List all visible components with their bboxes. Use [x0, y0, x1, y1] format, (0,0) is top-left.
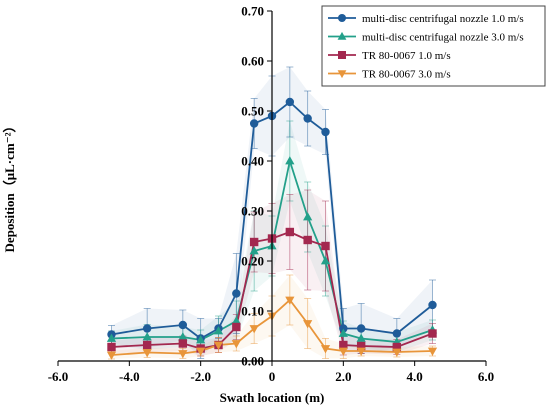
legend-box	[321, 5, 546, 87]
x-tick-label: -6.0	[48, 369, 69, 384]
y-tick-label: 0.70	[241, 4, 264, 19]
data-point	[285, 227, 295, 237]
y-tick-label: 0.60	[241, 54, 264, 69]
data-point	[142, 349, 152, 358]
data-point	[249, 119, 259, 128]
data-point	[285, 296, 295, 305]
data-point	[107, 342, 116, 352]
data-point	[338, 14, 346, 22]
data-point	[178, 332, 188, 341]
data-point	[213, 341, 224, 350]
data-point	[285, 97, 295, 107]
data-point	[428, 300, 437, 310]
data-point	[196, 347, 206, 356]
data-point	[338, 347, 348, 356]
data-point	[231, 316, 241, 325]
data-point	[321, 127, 330, 137]
y-axis-label: Deposition（μL·cm⁻²）	[2, 120, 17, 253]
data-point	[249, 237, 259, 247]
series-markers	[106, 97, 438, 360]
data-point	[231, 340, 241, 349]
data-point	[142, 340, 152, 350]
data-point	[142, 332, 152, 341]
data-point	[285, 156, 295, 165]
data-point	[213, 326, 224, 335]
x-tick-label: -4.0	[119, 369, 140, 384]
data-point	[428, 329, 437, 338]
y-tick-label: 0.00	[241, 354, 264, 369]
x-tick-label: 2.0	[335, 369, 351, 384]
y-tick-label: 0.20	[241, 254, 264, 269]
data-point	[232, 289, 241, 298]
data-point	[303, 114, 312, 123]
data-point	[337, 70, 347, 79]
legend-label: TR 80-0067 3.0 m/s	[362, 69, 451, 81]
data-point	[356, 341, 366, 351]
x-axis-label: Swath location (m)	[220, 390, 325, 405]
x-tick-label: -2.0	[190, 369, 211, 384]
y-tick-label: 0.30	[241, 204, 264, 219]
data-point	[339, 340, 348, 350]
data-point	[392, 348, 402, 357]
data-point	[142, 324, 152, 333]
data-point	[178, 339, 188, 348]
ticks: -6.0 -4.0 -2.0 0 2.0 4.0 6.0 0.00 0.10 0.20 0.30 0.…	[48, 4, 494, 385]
data-point	[196, 335, 206, 344]
data-point	[337, 31, 347, 40]
x-tick-label: 0	[269, 369, 276, 384]
x-tick-label: 4.0	[407, 369, 423, 384]
legend: multi-disc centrifugal nozzle 1.0 m/s mul…	[321, 5, 546, 87]
y-tick-label: 0.50	[241, 104, 264, 119]
data-point	[427, 347, 438, 356]
legend-label: multi-disc centrifugal nozzle 1.0 m/s	[362, 13, 524, 25]
data-point	[249, 325, 259, 334]
data-point	[106, 351, 117, 360]
y-tick-label: 0.40	[241, 154, 264, 169]
data-point	[106, 333, 117, 342]
data-point	[320, 256, 331, 265]
x-tick-label: 6.0	[478, 369, 494, 384]
y-tick-label: 0.10	[241, 304, 264, 319]
data-point	[339, 324, 348, 333]
data-point	[303, 235, 312, 245]
legend-label: multi-disc centrifugal nozzle 3.0 m/s	[362, 32, 524, 44]
data-point	[249, 246, 259, 255]
data-point	[321, 241, 330, 251]
data-point	[392, 329, 402, 338]
data-point	[356, 333, 366, 342]
data-point	[356, 324, 366, 333]
data-point	[392, 342, 402, 352]
data-point	[232, 322, 241, 332]
data-point	[303, 320, 313, 329]
data-point	[338, 51, 346, 59]
data-point	[338, 328, 348, 337]
data-point	[320, 345, 331, 354]
data-point	[356, 347, 366, 356]
data-point	[178, 320, 188, 330]
data-point	[303, 212, 313, 221]
data-point	[178, 350, 188, 359]
legend-label: TR 80-0067 1.0 m/s	[362, 50, 451, 62]
